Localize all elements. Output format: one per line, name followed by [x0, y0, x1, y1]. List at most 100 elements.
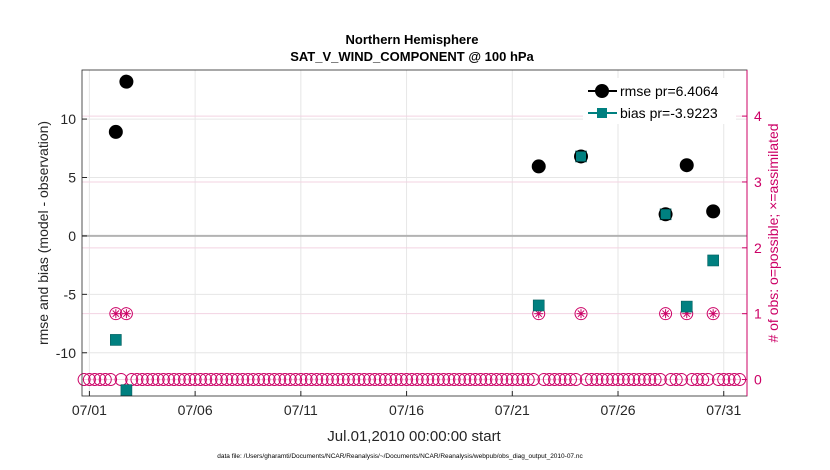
obs-possible-marker	[521, 373, 535, 387]
obs-count-point	[82, 373, 96, 387]
rmse-point	[531, 159, 546, 174]
obs-count-point	[331, 373, 345, 387]
obs-count-point	[505, 373, 519, 387]
obs-count-point	[521, 373, 535, 387]
obs-count-point	[204, 373, 218, 387]
obs-possible-marker	[489, 373, 503, 387]
bias-point-overlay	[660, 209, 671, 220]
obs-possible-marker	[199, 373, 213, 387]
rmse-series-layer	[108, 74, 721, 222]
obs-count-point	[722, 373, 736, 387]
obs-count-point	[585, 373, 599, 387]
obs-count-point	[563, 373, 577, 387]
obs-count-point	[405, 373, 419, 387]
obs-count-point	[426, 373, 440, 387]
obs-count-point	[294, 373, 308, 387]
obs-possible-marker	[537, 373, 551, 387]
obs-count-point	[558, 373, 572, 387]
obs-count-point	[495, 373, 509, 387]
obs-count-point	[674, 373, 688, 387]
obs-count-point	[135, 373, 149, 387]
obs-possible-marker	[178, 373, 192, 387]
x-tick-label: 07/31	[706, 402, 741, 418]
rmse-point	[679, 158, 694, 173]
legend-entry-bias: bias pr=-3.9223	[588, 105, 718, 121]
obs-count-point	[262, 373, 276, 387]
obs-possible-marker	[627, 373, 641, 387]
obs-possible-marker	[341, 373, 355, 387]
obs-possible-marker	[257, 373, 271, 387]
obs-possible-marker	[727, 373, 741, 387]
obs-possible-marker	[151, 373, 165, 387]
obs-assimilated-marker	[709, 310, 717, 318]
obs-possible-marker	[82, 373, 96, 387]
obs-possible-marker	[352, 373, 366, 387]
obs-count-point	[717, 373, 731, 387]
obs-possible-marker	[368, 373, 382, 387]
obs-possible-marker	[468, 373, 482, 387]
y2-tick-label: 4	[754, 108, 762, 124]
obs-count-point	[421, 373, 435, 387]
obs-possible-marker	[479, 373, 493, 387]
obs-count-point	[257, 373, 271, 387]
obs-possible-marker	[474, 373, 488, 387]
obs-possible-marker	[347, 373, 361, 387]
legend-rmse-marker	[595, 84, 609, 98]
obs-count-point	[526, 373, 540, 387]
obs-possible-marker	[310, 373, 324, 387]
obs-count-point	[352, 373, 366, 387]
obs-possible-marker	[426, 373, 440, 387]
obs-count-point	[511, 373, 525, 387]
obs-count-point	[701, 373, 715, 387]
obs-possible-marker	[669, 373, 683, 387]
obs-count-point	[178, 373, 192, 387]
obs-count-point	[437, 373, 451, 387]
obs-count-point	[394, 373, 408, 387]
obs-count-point	[542, 373, 556, 387]
y2-tick-label: 1	[754, 306, 762, 322]
bias-point	[680, 300, 693, 313]
obs-possible-marker	[188, 373, 202, 387]
obs-count-point	[616, 373, 630, 387]
obs-count-point	[627, 373, 641, 387]
obs-possible-marker	[252, 373, 266, 387]
obs-count-point	[431, 373, 445, 387]
obs-possible-marker	[193, 373, 207, 387]
obs-count-point	[484, 373, 498, 387]
obs-possible-marker	[378, 373, 392, 387]
obs-count-point	[209, 373, 223, 387]
obs-possible-marker	[283, 373, 297, 387]
obs-count-point	[648, 373, 662, 387]
legend-bias-marker	[597, 108, 607, 118]
obs-possible-marker	[299, 373, 313, 387]
y2-axis-label: # of obs: o=possible; ×=assimilated	[765, 123, 781, 342]
obs-possible-marker	[104, 373, 118, 387]
y-axis-label: rmse and bias (model - observation)	[35, 121, 51, 345]
obs-count-point	[637, 373, 651, 387]
obs-possible-marker	[632, 373, 646, 387]
obs-possible-marker	[558, 373, 572, 387]
y-axis-left: -10 -5 0 5 10	[56, 111, 87, 361]
obs-possible-marker	[236, 373, 250, 387]
obs-possible-marker	[262, 373, 276, 387]
obs-count-point	[727, 373, 741, 387]
obs-count-point	[696, 373, 710, 387]
y-tick-label: 10	[60, 111, 76, 127]
obs-possible-marker	[315, 373, 329, 387]
obs-possible-marker	[363, 373, 377, 387]
obs-possible-marker	[585, 373, 599, 387]
x-axis: 07/01 07/06 07/11 07/16 07/21 07/26 07/31	[72, 391, 741, 418]
obs-possible-marker	[674, 373, 688, 387]
obs-count-point	[452, 373, 466, 387]
obs-count-point	[489, 373, 503, 387]
obs-possible-marker	[484, 373, 498, 387]
obs-count-point	[463, 373, 477, 387]
obs-possible-marker	[600, 373, 614, 387]
obs-possible-marker	[611, 373, 625, 387]
obs-possible-marker	[267, 373, 281, 387]
obs-count-point	[315, 373, 329, 387]
obs-count-point	[574, 307, 588, 321]
obs-possible-marker	[685, 373, 699, 387]
obs-count-point	[109, 307, 123, 321]
obs-count-point	[384, 373, 398, 387]
